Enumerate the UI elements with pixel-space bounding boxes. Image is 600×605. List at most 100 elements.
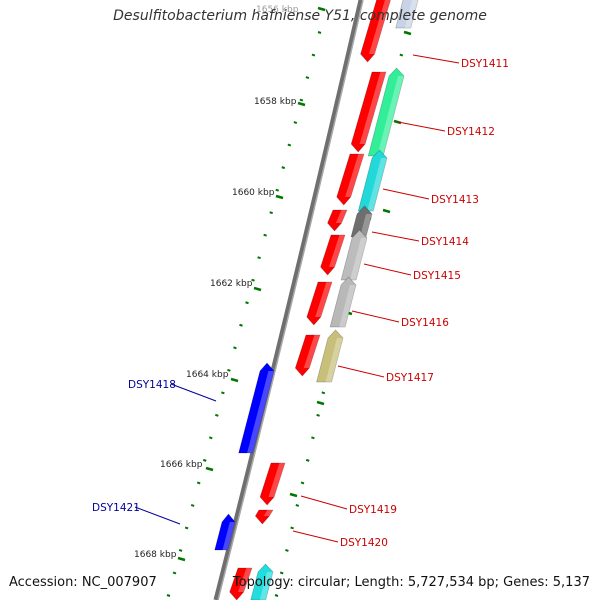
leader-dsy1419 (300, 495, 348, 510)
tick-mark (251, 278, 255, 282)
leader-dsy1415 (363, 263, 412, 276)
gene-label-dsy1411: DSY1411 (461, 58, 509, 70)
tick-mark (279, 571, 284, 575)
major-tick (316, 400, 325, 406)
forward-cds-block-8-shape (259, 462, 286, 506)
gene-label-dsy1419: DSY1419 (349, 504, 397, 516)
tick-mark (275, 188, 280, 192)
annotation-block-5-shine (350, 238, 367, 280)
scale-label: 1668 kbp (134, 550, 177, 560)
annotation-block-6-shine (339, 285, 356, 327)
forward-cds-block-4-shine (335, 210, 347, 223)
forward-cds-block-2 (350, 71, 387, 153)
leader-dsy1413 (382, 188, 430, 200)
leader-dsy1416 (351, 310, 400, 323)
tick-mark (317, 31, 322, 34)
scale-label: 1662 kbp (210, 279, 253, 289)
accession-text: Accession: NC_007907 (9, 575, 157, 590)
forward-cds-block-3-shape (336, 153, 365, 206)
forward-cds-block-9-shine (263, 510, 273, 516)
tick-mark (178, 549, 183, 552)
leader-dsy1411 (412, 54, 460, 64)
major-tick (205, 466, 214, 472)
tick-mark (227, 368, 231, 372)
tick-mark (311, 53, 316, 57)
annotation-block-6-shape (329, 276, 357, 328)
major-tick (253, 286, 262, 292)
major-tick (297, 101, 306, 107)
tick-mark (196, 481, 201, 485)
forward-cds-block-8-shine (268, 463, 285, 497)
annotation-block-2-shine (377, 76, 404, 156)
tick-mark (233, 346, 237, 350)
annotation-block-1-shape (395, 0, 419, 29)
tick-mark (172, 571, 177, 575)
annotation-block-7 (316, 329, 344, 383)
reverse-cds-block-2 (214, 513, 236, 551)
annotation-block-5 (340, 229, 368, 281)
tick-mark (300, 481, 305, 485)
reverse-cds-block-1-shine (247, 371, 274, 453)
tick-mark (245, 301, 249, 305)
forward-cds-block-2-shine (359, 72, 386, 144)
forward-cds-block-5-shape (320, 234, 346, 276)
forward-cds-block-7-shine (303, 335, 320, 368)
forward-cds-block-10-shine (238, 568, 252, 592)
scale-label: 1658 kbp (254, 97, 297, 107)
leader-dsy1417 (337, 365, 385, 378)
tick-mark (274, 594, 279, 597)
major-tick (382, 208, 391, 214)
scale-label: 1656 kbp (256, 5, 299, 15)
leader-dsy1412 (397, 121, 446, 132)
forward-cds-block-5 (320, 234, 346, 276)
annotation-block-1-shine (404, 0, 418, 28)
forward-cds-block-9 (254, 509, 274, 525)
reverse-cds-block-1 (238, 362, 275, 454)
annotation-block-4-shine (360, 214, 372, 237)
tick-mark (239, 323, 243, 327)
gene-label-dsy1420: DSY1420 (340, 537, 388, 549)
tick-mark (295, 503, 300, 507)
forward-cds-block-1 (360, 0, 391, 63)
major-tick (403, 30, 412, 36)
forward-cds-block-10-shape (229, 567, 253, 601)
gene-label-dsy1418: DSY1418 (128, 379, 176, 391)
leader-dsy1420 (292, 530, 339, 543)
reverse-cds-block-2-shape (214, 513, 236, 551)
label-leader-lines (134, 54, 460, 543)
major-tick (177, 556, 186, 562)
annotation-block-1 (395, 0, 419, 29)
tick-mark (221, 391, 225, 395)
genome-summary-text: Topology: circular; Length: 5,727,534 bp… (232, 575, 590, 590)
gene-label-dsy1414: DSY1414 (421, 236, 469, 248)
major-tick (317, 6, 326, 12)
annotation-block-8-shine (259, 572, 273, 600)
scale-label: 1666 kbp (160, 460, 203, 470)
tick-mark (190, 503, 195, 507)
tick-mark (269, 211, 273, 215)
tick-mark (399, 53, 404, 57)
tick-mark (208, 436, 213, 440)
scale-labels: 1656 kbp 1658 kbp 1660 kbp 1662 kbp 1664 kbp… (134, 5, 299, 560)
leader-dsy1421 (134, 506, 181, 525)
scale-label: 1660 kbp (232, 188, 275, 198)
tick-mark (257, 256, 261, 260)
tick-mark (202, 458, 207, 462)
tick-mark (305, 76, 310, 79)
tick-mark (311, 436, 315, 440)
tick-mark (287, 143, 292, 147)
forward-cds-block-10 (229, 567, 253, 601)
tick-mark (263, 233, 267, 237)
tick-mark (299, 98, 304, 102)
genome-backbone (213, 0, 364, 601)
major-tick (230, 377, 239, 383)
major-tick (275, 194, 284, 200)
gene-label-dsy1416: DSY1416 (401, 317, 449, 329)
forward-cds-block-2-shape (350, 71, 387, 153)
tick-mark (293, 121, 298, 125)
major-tick (289, 492, 298, 498)
forward-cds-block-6-shape (306, 281, 333, 326)
gene-label-dsy1415: DSY1415 (413, 270, 461, 282)
forward-cds-block-3 (336, 153, 365, 206)
